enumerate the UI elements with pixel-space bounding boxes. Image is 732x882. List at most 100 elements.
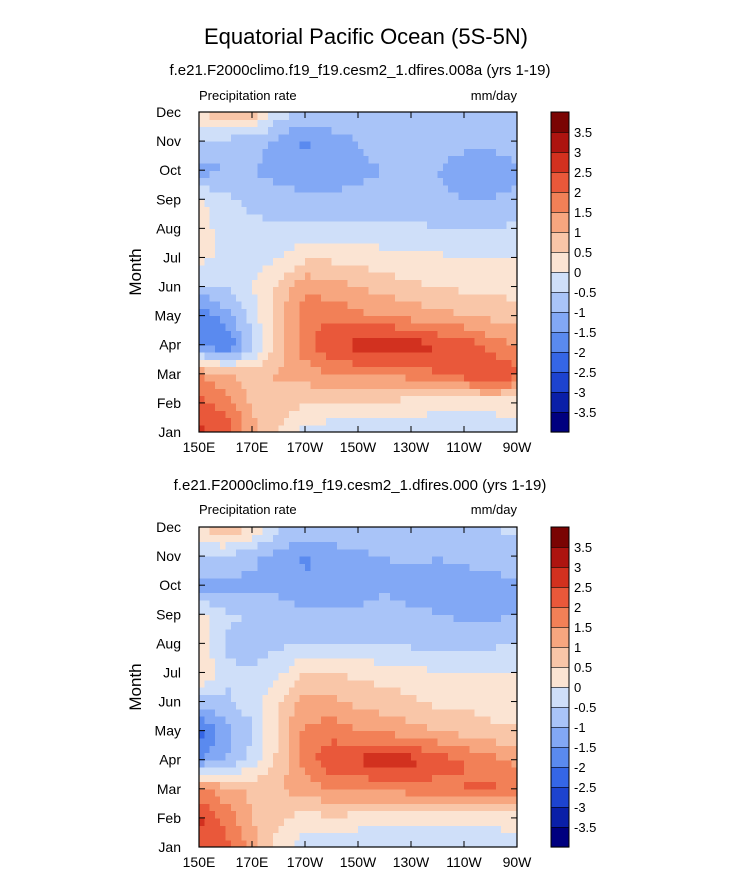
- heatmap-cell: [204, 250, 211, 259]
- heatmap-cell: [278, 614, 285, 623]
- heatmap-cell: [384, 716, 391, 724]
- heatmap-cell: [373, 199, 380, 208]
- heatmap-cell: [358, 352, 364, 360]
- heatmap-cell: [405, 301, 412, 309]
- heatmap-cell: [294, 752, 301, 761]
- heatmap-cell: [320, 322, 327, 331]
- heatmap-cell: [257, 352, 264, 360]
- heatmap-cell: [225, 839, 232, 848]
- heatmap-cell: [294, 665, 301, 674]
- heatmap-cell: [225, 308, 232, 317]
- heatmap-cell: [315, 162, 322, 171]
- heatmap-cell: [400, 199, 407, 208]
- heatmap-cell: [411, 708, 417, 717]
- heatmap-cell: [214, 767, 221, 775]
- colorbar-swatch: [550, 191, 570, 213]
- heatmap-cell: [511, 228, 518, 237]
- heatmap-cell: [485, 308, 492, 317]
- heatmap-cell: [511, 716, 518, 724]
- heatmap-cell: [347, 614, 354, 623]
- heatmap-cell: [236, 112, 242, 120]
- heatmap-cell: [474, 803, 481, 812]
- heatmap-cell: [199, 614, 205, 623]
- heatmap-cell: [485, 366, 492, 375]
- heatmap-cell: [432, 272, 439, 280]
- heatmap-cell: [479, 213, 486, 222]
- heatmap-cell: [416, 628, 423, 637]
- heatmap-cell: [214, 235, 221, 244]
- heatmap-cell: [246, 672, 253, 681]
- heatmap-cell: [384, 737, 391, 746]
- heatmap-cell: [453, 337, 460, 346]
- heatmap-cell: [225, 315, 232, 324]
- heatmap-cell: [421, 628, 428, 637]
- heatmap-cell: [209, 621, 216, 630]
- heatmap-cell: [257, 213, 264, 222]
- heatmap-cell: [273, 417, 280, 426]
- heatmap-cell: [252, 679, 258, 688]
- heatmap-cell: [310, 665, 317, 674]
- heatmap-cell: [501, 402, 507, 411]
- heatmap-cell: [453, 402, 460, 411]
- heatmap-cell: [230, 112, 237, 120]
- heatmap-cell: [252, 373, 258, 382]
- heatmap-cell: [347, 381, 354, 389]
- heatmap-cell: [305, 817, 311, 826]
- heatmap-cell: [432, 599, 439, 608]
- heatmap-cell: [448, 381, 454, 389]
- heatmap-cell: [426, 665, 433, 674]
- heatmap-cell: [209, 395, 216, 404]
- colorbar-swatch: [550, 391, 570, 413]
- heatmap-cell: [299, 657, 306, 666]
- heatmap-cell: [283, 257, 290, 266]
- heatmap-cell: [384, 170, 391, 179]
- heatmap-cell: [479, 308, 486, 317]
- heatmap-cell: [416, 752, 423, 761]
- heatmap-cell: [501, 767, 507, 775]
- heatmap-cell: [199, 723, 205, 732]
- heatmap-cell: [209, 373, 216, 382]
- heatmap-cell: [305, 759, 311, 768]
- heatmap-cell: [315, 737, 322, 746]
- heatmap-cell: [230, 330, 237, 339]
- heatmap-cell: [437, 286, 444, 295]
- heatmap-cell: [236, 177, 242, 186]
- heatmap-cell: [225, 206, 232, 215]
- heatmap-cell: [347, 279, 354, 288]
- heatmap-cell: [506, 701, 513, 710]
- heatmap-cell: [416, 373, 423, 382]
- heatmap-cell: [273, 607, 280, 615]
- heatmap-cell: [289, 199, 295, 208]
- heatmap-cell: [315, 708, 322, 717]
- heatmap-cell: [336, 832, 343, 841]
- heatmap-cell: [501, 636, 507, 644]
- heatmap-cell: [236, 192, 242, 200]
- heatmap-cell: [506, 723, 513, 732]
- heatmap-cell: [474, 264, 481, 273]
- heatmap-cell: [342, 636, 348, 644]
- heatmap-cell: [474, 417, 481, 426]
- heatmap-cell: [214, 737, 221, 746]
- heatmap-cell: [262, 330, 269, 339]
- colorbar-label: 2: [574, 185, 581, 200]
- heatmap-cell: [448, 614, 454, 623]
- heatmap-cell: [501, 272, 507, 280]
- heatmap-cell: [257, 301, 264, 309]
- heatmap-cell: [405, 381, 412, 389]
- heatmap-cell: [464, 628, 470, 637]
- heatmap-cell: [204, 585, 211, 594]
- heatmap-cell: [395, 279, 401, 288]
- heatmap-cell: [347, 228, 354, 237]
- heatmap-cell: [506, 337, 513, 346]
- heatmap-cell: [326, 716, 333, 724]
- heatmap-cell: [395, 577, 401, 586]
- heatmap-cell: [310, 213, 317, 222]
- heatmap-cell: [252, 636, 258, 644]
- heatmap-cell: [379, 621, 386, 630]
- heatmap-cell: [363, 737, 370, 746]
- heatmap-cell: [469, 767, 476, 775]
- heatmap-cell: [315, 192, 322, 200]
- heatmap-cell: [373, 614, 380, 623]
- heatmap-cell: [241, 570, 248, 579]
- heatmap-cell: [501, 322, 507, 331]
